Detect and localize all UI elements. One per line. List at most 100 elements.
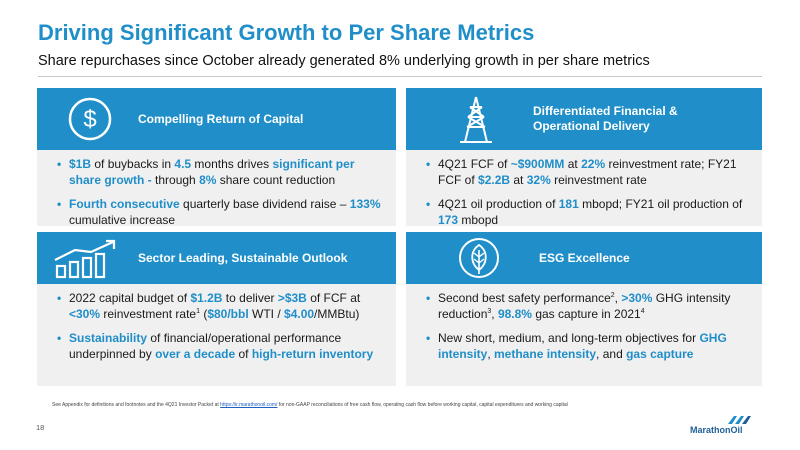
footnote-text-after: for non-GAAP reconciliations of free cas… xyxy=(277,402,568,408)
bullet-text: to deliver xyxy=(222,291,278,305)
page-number: 18 xyxy=(36,423,45,432)
footnote-ref: 4 xyxy=(640,308,645,315)
highlight-text: $1B xyxy=(69,157,92,171)
highlight-text: $1.2B xyxy=(190,291,223,305)
bullet-text: , and xyxy=(596,347,627,361)
highlight-text: $2.2B xyxy=(478,173,511,187)
panel-title-line2: Operational Delivery xyxy=(533,119,650,133)
marathon-logo-icon xyxy=(728,416,751,424)
bullet-item: 2022 capital budget of $1.2B to deliver … xyxy=(57,290,386,322)
panel-title: Differentiated Financial & Operational D… xyxy=(533,104,678,134)
bullet-text: through xyxy=(151,173,200,187)
investor-relations-link[interactable]: https://ir.marathonoil.com/ xyxy=(220,402,278,408)
panel-title-line1: Differentiated Financial & xyxy=(533,104,678,118)
footnote: See Appendix for definitions and footnot… xyxy=(52,402,568,408)
highlight-text: GHG intensity xyxy=(438,331,727,361)
highlight-text: <30% xyxy=(69,307,101,321)
bullet-text: ( xyxy=(199,307,208,321)
dollar-coin-icon: $ xyxy=(68,97,112,141)
bullet-text: 4Q21 FCF of xyxy=(438,157,511,171)
highlight-text: Fourth consecutive xyxy=(69,197,180,211)
panel-sustainable-outlook: Sector Leading, Sustainable Outlook 2022… xyxy=(37,232,396,386)
bullet-text: , xyxy=(491,307,498,321)
bullet-text: mbopd xyxy=(458,213,499,227)
footnote-ref: 2 xyxy=(610,292,615,299)
bullet-text: /MMBtu) xyxy=(314,307,360,321)
bullet-text: Second best safety performance xyxy=(438,291,611,305)
bullet-text: cumulative increase xyxy=(69,213,176,227)
bullet-text: New short, medium, and long-term objecti… xyxy=(438,331,700,345)
bullet-item: $1B of buybacks in 4.5 months drives sig… xyxy=(57,156,386,188)
highlight-text: significant per share growth - xyxy=(69,157,355,187)
panel-header: Sector Leading, Sustainable Outlook xyxy=(37,232,396,284)
highlight-text: 173 xyxy=(438,213,459,227)
bullet-list: 2022 capital budget of $1.2B to deliver … xyxy=(57,290,386,370)
bullet-text: share count reduction xyxy=(216,173,336,187)
bullet-text: of buybacks in xyxy=(91,157,175,171)
panel-header: ESG Excellence xyxy=(406,232,762,284)
oil-derrick-icon xyxy=(460,96,492,143)
highlight-text: 8% xyxy=(199,173,217,187)
highlight-text: >$3B xyxy=(277,291,307,305)
footnote-ref: 3 xyxy=(487,308,492,315)
bullet-list: $1B of buybacks in 4.5 months drives sig… xyxy=(57,156,386,236)
bullet-text: of financial/operational performance und… xyxy=(69,331,342,361)
panel-header: $ Compelling Return of Capital xyxy=(37,88,396,150)
bullet-text: of xyxy=(235,347,252,361)
highlight-text: 22% xyxy=(581,157,606,171)
bullet-item: 4Q21 FCF of ~$900MM at 22% reinvestment … xyxy=(426,156,752,188)
bullet-text: at xyxy=(510,173,527,187)
bullet-text: of FCF at xyxy=(306,291,361,305)
footnote-ref: 1 xyxy=(196,308,200,315)
highlight-text: 133% xyxy=(349,197,381,211)
highlight-text: 4.5 xyxy=(174,157,192,171)
highlight-text: gas capture xyxy=(626,347,694,361)
panel-header: Differentiated Financial & Operational D… xyxy=(406,88,762,150)
bullet-item: Fourth consecutive quarterly base divide… xyxy=(57,196,386,228)
growth-chart-icon xyxy=(54,239,116,279)
bullet-item: 4Q21 oil production of 181 mbopd; FY21 o… xyxy=(426,196,752,228)
panel-title: Compelling Return of Capital xyxy=(138,112,304,126)
slide-title: Driving Significant Growth to Per Share … xyxy=(38,20,535,45)
highlight-text: ~$900MM xyxy=(510,157,565,171)
highlight-text: Sustainability xyxy=(69,331,148,345)
bullet-item: Second best safety performance2, >30% GH… xyxy=(426,290,752,322)
highlight-text: 32% xyxy=(526,173,551,187)
bullet-text: WTI / xyxy=(248,307,285,321)
bullet-text: mbopd; FY21 oil production of xyxy=(578,197,743,211)
panel-esg-excellence: ESG Excellence Second best safety perfor… xyxy=(406,232,762,386)
bullet-text: , xyxy=(487,347,495,361)
highlight-text: 181 xyxy=(558,197,579,211)
bullet-text: quarterly base dividend raise – xyxy=(179,197,350,211)
panel-title: Sector Leading, Sustainable Outlook xyxy=(138,251,348,265)
highlight-text: $80/bbl xyxy=(207,307,249,321)
highlight-text: 98.8% xyxy=(497,307,532,321)
logo-wordmark: MarathonOil xyxy=(690,425,743,435)
bullet-text: reinvestment rate xyxy=(100,307,197,321)
svg-text:$: $ xyxy=(83,106,96,133)
highlight-text: >30% xyxy=(621,291,653,305)
bullet-item: New short, medium, and long-term objecti… xyxy=(426,330,752,362)
panel-return-of-capital: $ Compelling Return of Capital $1B of bu… xyxy=(37,88,396,227)
bullet-text: reinvestment rate; FY21 FCF of xyxy=(438,157,737,187)
bullet-text: 2022 capital budget of xyxy=(69,291,191,305)
bullet-text: , xyxy=(614,291,622,305)
bullet-text: reinvestment rate xyxy=(550,173,647,187)
bullet-text: gas capture in 2021 xyxy=(531,307,641,321)
highlight-text: methane intensity xyxy=(494,347,597,361)
highlight-text: $4.00 xyxy=(284,307,315,321)
bullet-list: Second best safety performance2, >30% GH… xyxy=(426,290,752,370)
marathon-oil-logo: MarathonOil xyxy=(690,415,770,435)
panel-financial-operational: Differentiated Financial & Operational D… xyxy=(406,88,762,227)
slide-subtitle: Share repurchases since October already … xyxy=(38,53,650,69)
bullet-text: 4Q21 oil production of xyxy=(438,197,559,211)
highlight-text: over a decade xyxy=(155,347,236,361)
highlight-text: high-return inventory xyxy=(251,347,374,361)
title-divider xyxy=(38,76,762,77)
bullet-list: 4Q21 FCF of ~$900MM at 22% reinvestment … xyxy=(426,156,752,236)
panel-title: ESG Excellence xyxy=(539,251,630,265)
bullet-text: GHG intensity reduction xyxy=(438,291,731,321)
footnote-text-before: See Appendix for definitions and footnot… xyxy=(52,402,221,408)
bullet-text: months drives xyxy=(191,157,273,171)
leaf-icon xyxy=(459,238,499,278)
